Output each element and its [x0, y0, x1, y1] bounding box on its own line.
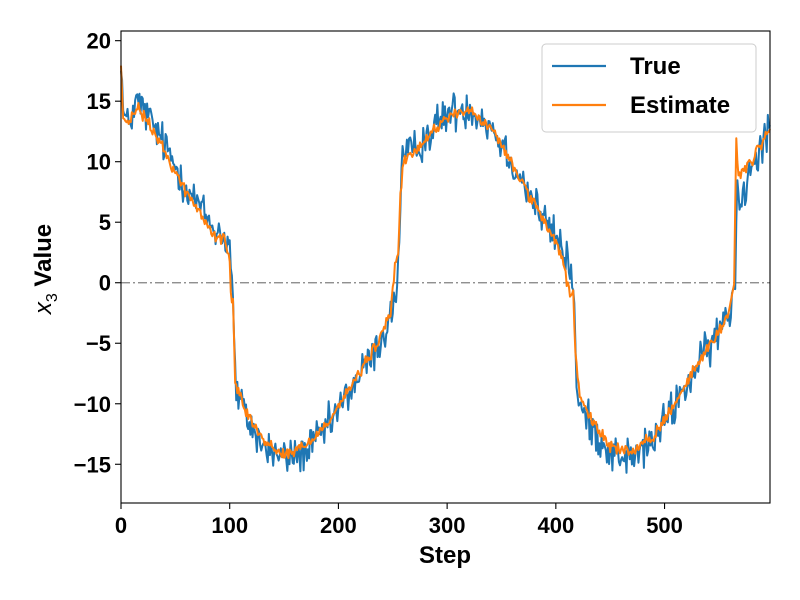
series-lines [120, 65, 771, 474]
y-axis-label-var: x [30, 301, 57, 315]
x-tick-label: 100 [211, 513, 248, 538]
plot-frame [120, 30, 771, 504]
y-axis-label-sub: 3 [44, 293, 61, 302]
x-tick-label: 400 [537, 513, 574, 538]
y-tick-label: 15 [87, 89, 111, 114]
y-tick-label: −10 [74, 392, 111, 417]
x-tick-label: 200 [320, 513, 357, 538]
y-tick-label: −15 [74, 452, 111, 477]
y-axis: 20 15 10 5 0 −5 −10 −15 [74, 29, 121, 477]
x-tick-label: 500 [646, 513, 683, 538]
plot-border [120, 30, 771, 504]
legend-label-true: True [630, 53, 681, 80]
x-tick-label: 300 [429, 513, 466, 538]
y-tick-label: 20 [87, 29, 111, 54]
x-axis: 0 100 200 300 400 500 [115, 503, 683, 538]
x-tick-label: 0 [115, 513, 127, 538]
y-axis-label-suffix: Value [30, 224, 57, 293]
y-tick-label: 0 [99, 271, 111, 296]
y-tick-label: 10 [87, 150, 111, 175]
series-line-estimate [120, 65, 771, 460]
x-axis-label: Step [419, 542, 471, 569]
legend: True Estimate [541, 43, 757, 133]
legend-label-estimate: Estimate [630, 92, 730, 119]
y-tick-label: −5 [86, 331, 111, 356]
y-tick-label: 5 [99, 210, 111, 235]
y-axis-label: x3 Value [30, 224, 61, 315]
